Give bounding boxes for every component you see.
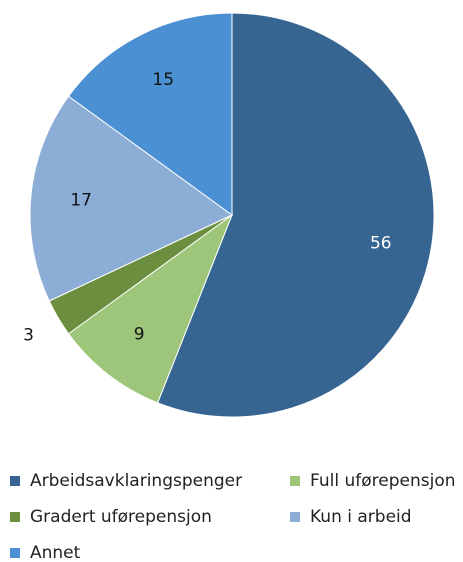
legend-label: Gradert uførepensjon <box>30 507 212 527</box>
legend-swatch <box>10 512 20 522</box>
data-label: 17 <box>70 191 92 211</box>
data-label: 9 <box>134 325 145 345</box>
legend-swatch <box>290 476 300 486</box>
legend-label: Arbeidsavklaringspenger <box>30 471 242 491</box>
legend-label: Kun i arbeid <box>310 507 412 527</box>
legend-swatch <box>10 476 20 486</box>
pie-slice <box>67 213 234 404</box>
legend-swatch <box>290 512 300 522</box>
pie-slice <box>29 95 233 302</box>
data-label: 3 <box>23 325 34 345</box>
pie-slice <box>67 12 233 216</box>
legend-label: Annet <box>30 543 81 562</box>
pie-slice <box>156 12 435 418</box>
data-label: 15 <box>152 70 174 90</box>
legend-label: Full uførepensjon <box>310 471 456 491</box>
legend-swatch <box>10 548 20 558</box>
data-label: 56 <box>370 233 392 253</box>
